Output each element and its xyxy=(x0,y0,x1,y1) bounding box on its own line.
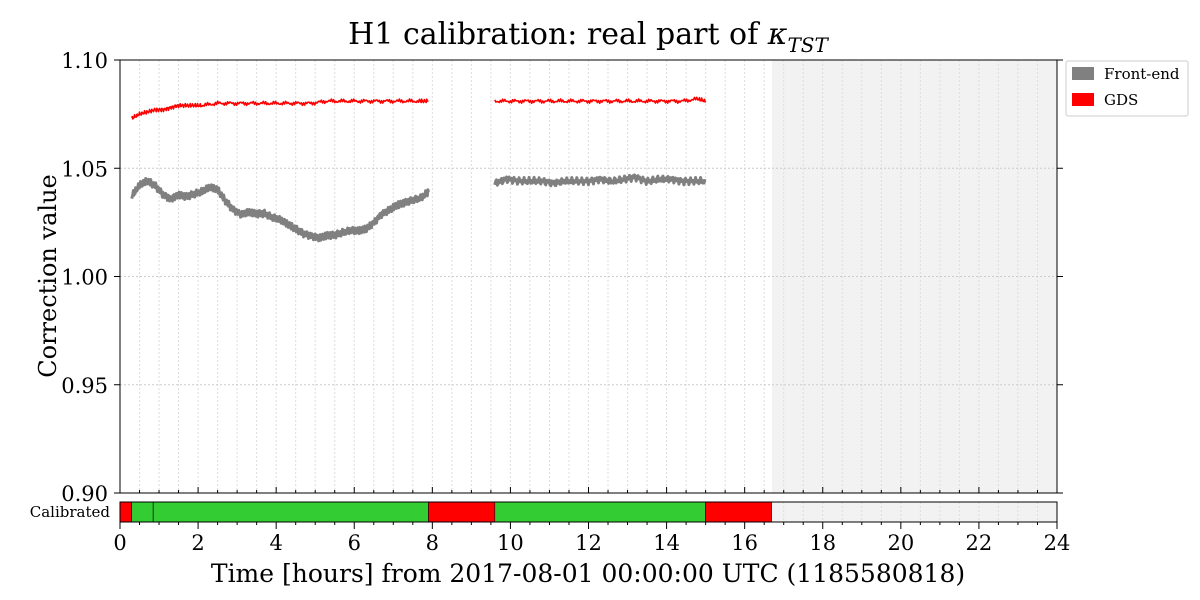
calibrated-segment xyxy=(152,501,429,523)
y-axis-label: Correction value xyxy=(34,174,62,377)
x-tick-label: 10 xyxy=(497,531,524,555)
x-tick-label: 22 xyxy=(966,531,993,555)
y-tick-label: 0.95 xyxy=(61,374,108,398)
y-tick-label: 1.10 xyxy=(61,49,108,73)
chart-title: H1 calibration: real part of κTST xyxy=(348,17,829,57)
calibrated-segments xyxy=(119,501,1057,523)
x-tick-label: 0 xyxy=(113,531,126,555)
series-layer xyxy=(130,96,707,243)
x-ticks: 0 2 4 6 8 10 12 14 16 18 20 22 24 xyxy=(113,487,1070,555)
x-tick-label: 20 xyxy=(887,531,914,555)
y-tick-label: 1.00 xyxy=(61,266,108,290)
chart-title-symbol: κ xyxy=(767,17,788,52)
x-tick-label: 12 xyxy=(575,531,602,555)
calibrated-segment xyxy=(771,502,1057,522)
series-line-gds xyxy=(494,96,707,105)
calibrated-segment xyxy=(119,501,133,523)
calibrated-segment xyxy=(705,501,773,523)
x-tick-label: 18 xyxy=(809,531,836,555)
x-tick-label: 2 xyxy=(191,531,204,555)
y-tick-label: 0.90 xyxy=(61,482,108,506)
legend-swatch-gds xyxy=(1072,93,1094,106)
x-tick-label: 24 xyxy=(1044,531,1071,555)
legend-swatch-front-end xyxy=(1072,67,1094,80)
calibrated-segment xyxy=(494,501,706,523)
calibrated-bar: Calibrated 0 2 4 6 8 10 12 14 16 18 20 22 24 xyxy=(30,487,1070,555)
y-ticks: 0.90 0.95 1.00 1.05 1.10 xyxy=(61,49,1063,506)
plot-area: 0.90 0.95 1.00 1.05 1.10 xyxy=(61,49,1063,506)
x-tick-label: 16 xyxy=(731,531,758,555)
chart-title-subscript: TST xyxy=(787,33,829,57)
legend-label-gds: GDS xyxy=(1104,91,1138,109)
x-tick-label: 8 xyxy=(426,531,439,555)
calibrated-grid xyxy=(783,502,1038,522)
chart-title-main: H1 calibration: real part of xyxy=(348,17,768,52)
calibrated-segment xyxy=(428,501,496,523)
x-tick-label: 14 xyxy=(653,531,680,555)
legend: Front-end GDS xyxy=(1065,60,1189,117)
series-line-front-end xyxy=(130,177,430,243)
series-line-gds xyxy=(130,98,429,120)
series-line-front-end xyxy=(493,173,707,188)
legend-box xyxy=(1065,60,1189,117)
shaded-region xyxy=(771,60,1057,493)
x-tick-label: 6 xyxy=(348,531,361,555)
calibrated-segment xyxy=(131,501,154,523)
x-axis-label: Time [hours] from 2017-08-01 00:00:00 UT… xyxy=(211,559,965,588)
x-tick-label: 4 xyxy=(269,531,282,555)
legend-label-front-end: Front-end xyxy=(1104,65,1180,83)
calibrated-label: Calibrated xyxy=(30,503,111,521)
y-tick-label: 1.05 xyxy=(61,157,108,181)
